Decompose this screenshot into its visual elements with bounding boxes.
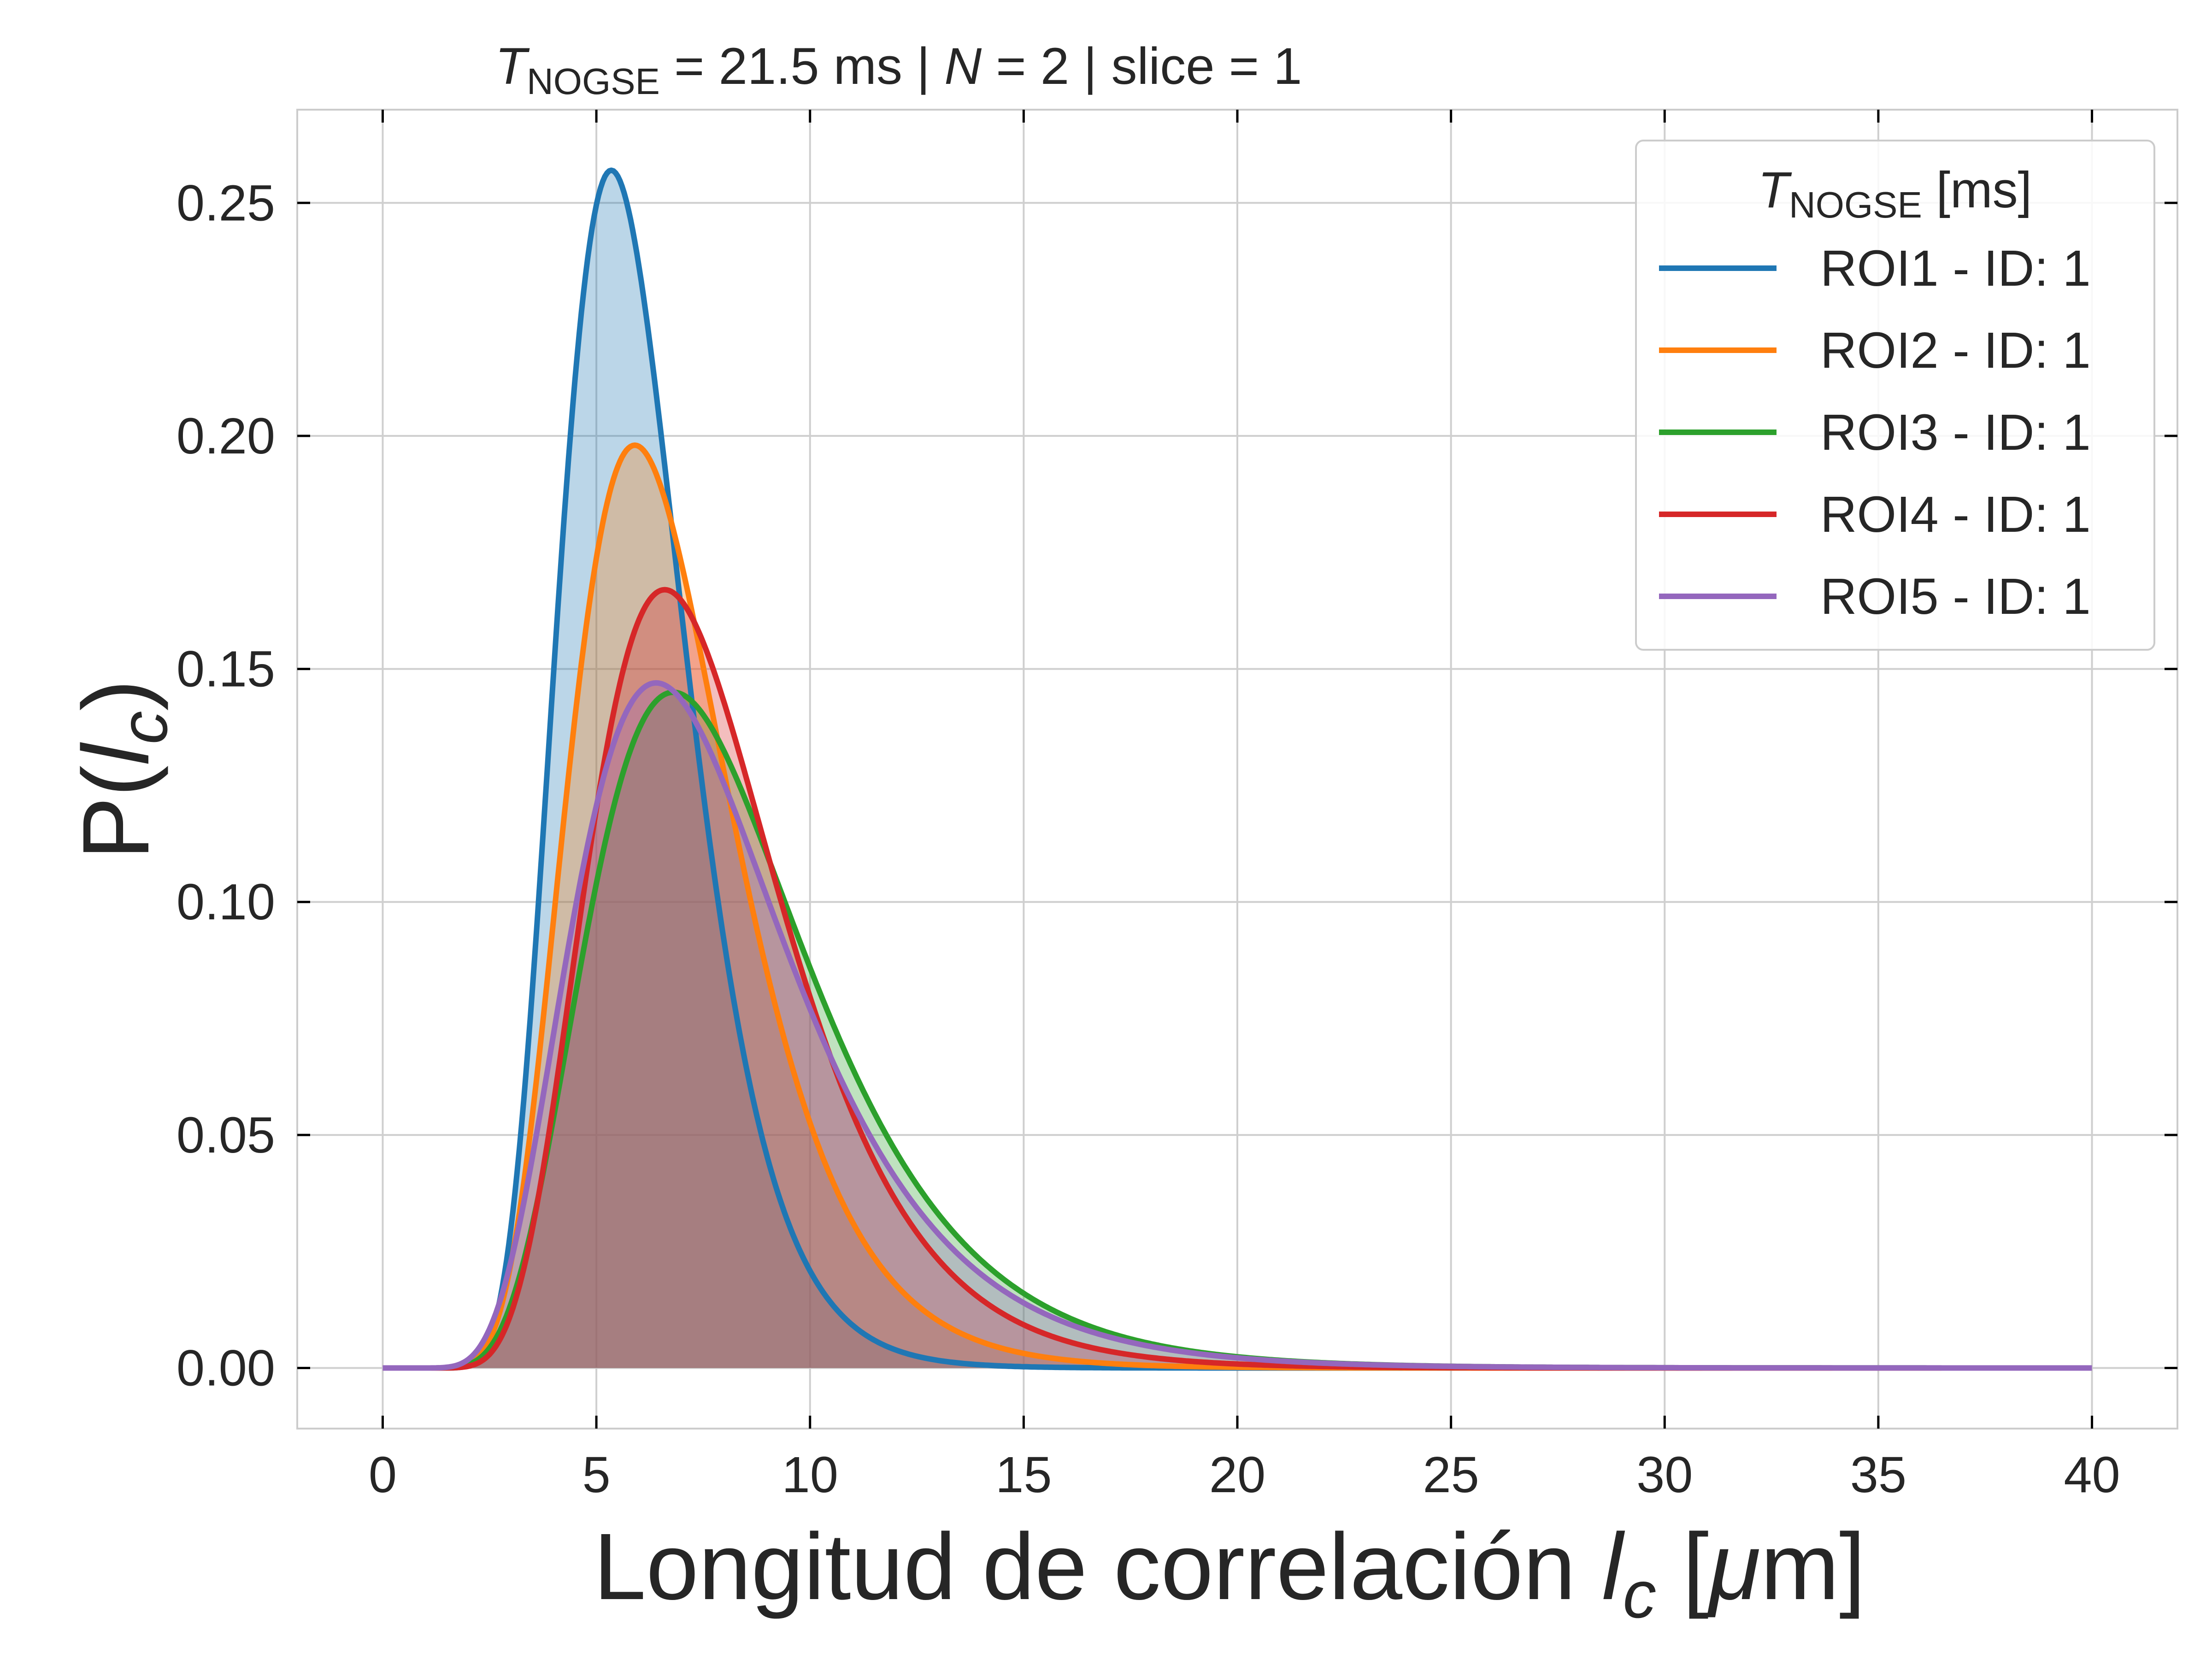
- tick-marks: [297, 110, 2177, 1429]
- title-symbol: T: [495, 37, 530, 95]
- y-tick-label: 0.05: [176, 1107, 275, 1164]
- y-axis-label-symbol: l: [63, 742, 169, 765]
- plot-area: 0 5 10 15 20 25 30 35 40 0.00 0.05 0.10 0.15 0.20 0.2…: [176, 109, 2178, 1503]
- legend-label-roi4: ROI4 - ID: 1: [1820, 486, 2091, 543]
- legend-label-roi1: ROI1 - ID: 1: [1820, 240, 2091, 297]
- x-tick-labels: 0 5 10 15 20 25 30 35 40: [369, 1447, 2120, 1503]
- legend-label-roi5: ROI5 - ID: 1: [1820, 568, 2091, 625]
- x-tick-label: 40: [2064, 1447, 2120, 1503]
- x-tick-label: 10: [782, 1447, 838, 1503]
- y-axis-label-prefix: P(: [63, 765, 169, 860]
- y-tick-labels: 0.00 0.05 0.10 0.15 0.20 0.25: [176, 175, 275, 1396]
- y-axis-label-subscript: c: [106, 711, 181, 745]
- title-n-symbol: N: [944, 37, 982, 95]
- series-fill-roi4: [382, 589, 2092, 1368]
- x-tick-label: 30: [1636, 1447, 1693, 1503]
- series-fill-roi1: [382, 170, 2092, 1368]
- chart-title: TNOGSE = 21.5 ms | N = 2 | slice = 1: [495, 37, 1302, 102]
- series-fills: [382, 170, 2092, 1368]
- x-axis-label-close: m]: [1760, 1514, 1865, 1619]
- legend: TNOGSE [ms] ROI1 - ID: 1 ROI2 - ID: 1 ROI3…: [1635, 140, 2155, 651]
- x-axis-label-mu: μ: [1706, 1514, 1760, 1619]
- series-fill-roi2: [382, 445, 2092, 1368]
- legend-title-symbol: T: [1758, 162, 1792, 218]
- x-tick-label: 25: [1423, 1447, 1479, 1503]
- legend-title: TNOGSE [ms]: [1758, 162, 2032, 225]
- title-text-part2: = 2 | slice = 1: [982, 37, 1302, 95]
- title-subscript: NOGSE: [527, 61, 660, 102]
- y-axis-label-close: ): [63, 679, 169, 711]
- y-tick-label: 0.10: [176, 874, 275, 930]
- y-tick-label: 0.00: [176, 1340, 275, 1397]
- x-axis-label-open: [: [1656, 1514, 1709, 1619]
- series-fill-roi5: [382, 682, 2092, 1368]
- series-lines: [382, 167, 2093, 1371]
- series-fill-roi3: [382, 692, 2092, 1368]
- x-tick-label: 20: [1209, 1447, 1265, 1503]
- y-tick-label: 0.20: [176, 408, 275, 465]
- legend-entries: ROI1 - ID: 1 ROI2 - ID: 1 ROI3 - ID: 1 ROI4…: [1659, 240, 2091, 625]
- x-tick-label: 35: [1850, 1447, 1906, 1503]
- x-axis-label: Longitud de correlación lc [μm]: [594, 1514, 1865, 1632]
- x-axis-label-subscript: c: [1623, 1557, 1657, 1632]
- x-tick-label: 0: [369, 1447, 397, 1503]
- series-line-roi5: [382, 680, 2093, 1371]
- y-tick-label: 0.25: [176, 175, 275, 231]
- legend-title-subscript: NOGSE: [1789, 184, 1922, 225]
- x-tick-label: 5: [582, 1447, 610, 1503]
- x-tick-label: 15: [995, 1447, 1052, 1503]
- legend-label-roi3: ROI3 - ID: 1: [1820, 404, 2091, 461]
- y-axis-label: P(lc): [63, 679, 181, 859]
- legend-label-roi2: ROI2 - ID: 1: [1820, 322, 2091, 379]
- x-axis-label-symbol: l: [1602, 1514, 1625, 1619]
- legend-title-rest: [ms]: [1922, 162, 2032, 218]
- title-text-part1: = 21.5 ms |: [660, 37, 944, 95]
- y-tick-label: 0.15: [176, 641, 275, 698]
- x-axis-label-prefix: Longitud de correlación: [594, 1514, 1602, 1619]
